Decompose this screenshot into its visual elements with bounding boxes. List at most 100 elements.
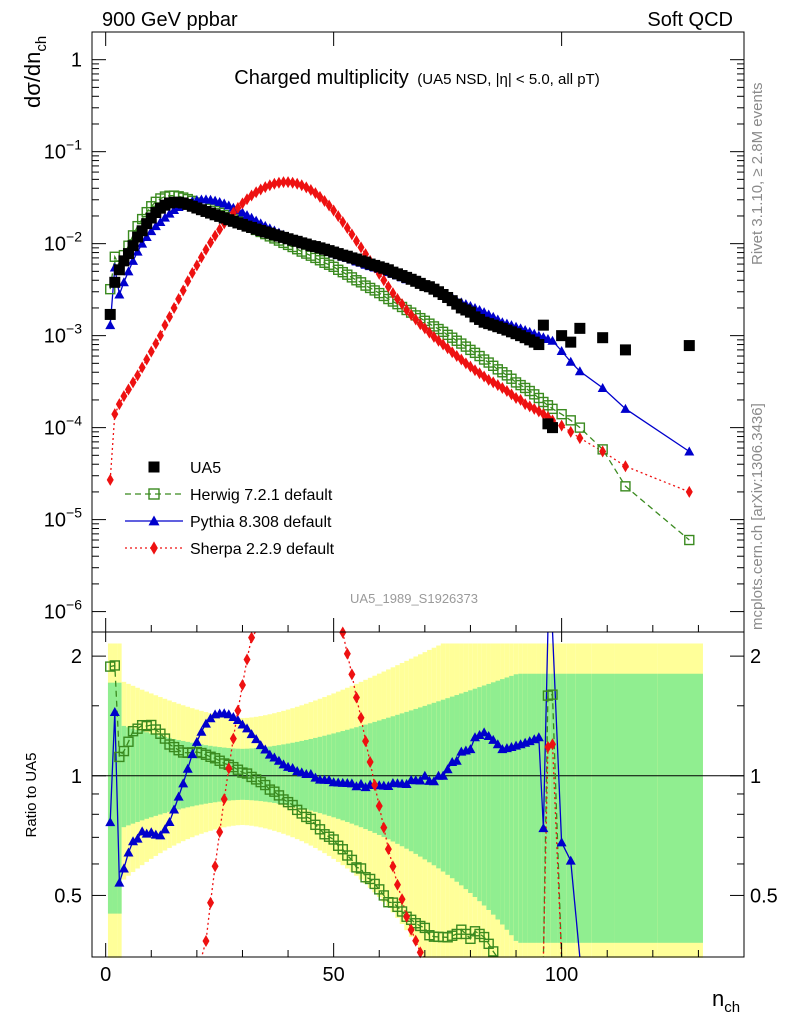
- pythia-point: [164, 208, 175, 218]
- sherpa-ratio-point: [238, 679, 246, 692]
- band-inner: [267, 746, 273, 803]
- band-inner: [575, 673, 592, 943]
- band-inner: [158, 735, 163, 815]
- pythia-point: [118, 277, 129, 287]
- tick-exponent: −2: [66, 229, 82, 245]
- y-tick-label: 10−2: [44, 229, 82, 256]
- sherpa-ratio-point: [211, 860, 219, 873]
- sherpa-ratio-point: [234, 704, 242, 717]
- sherpa-point: [348, 228, 356, 241]
- pythia-ratio-point: [155, 830, 166, 840]
- band-inner: [272, 745, 277, 803]
- data-point: [533, 339, 545, 351]
- analysis-id: UA5_1989_S1926373: [350, 591, 478, 606]
- pythia-ratio-point: [269, 752, 280, 762]
- band-inner: [522, 673, 528, 943]
- sherpa-point: [517, 393, 525, 406]
- pythia-point: [146, 226, 157, 236]
- herwig-ratio-point: [123, 736, 134, 747]
- sherpa-point: [352, 234, 360, 247]
- pythia-point: [169, 205, 180, 215]
- tick-exponent: −4: [66, 413, 82, 429]
- sherpa-ratio-point: [393, 878, 401, 891]
- band-inner: [513, 674, 519, 941]
- pythia-ratio-point: [360, 782, 371, 792]
- pythia-ratio-point: [191, 736, 202, 746]
- sherpa-point: [197, 251, 205, 264]
- sherpa-ratio-point: [225, 762, 233, 775]
- y-tick-label: 10−4: [44, 413, 82, 440]
- pythia-ratio-point: [474, 729, 485, 739]
- band-inner: [217, 747, 222, 802]
- band-inner: [162, 736, 168, 814]
- sherpa-ratio-point: [243, 653, 251, 666]
- sherpa-point: [393, 293, 401, 306]
- pythia-ratio-point: [483, 730, 494, 740]
- axis-label-subscript: ch: [33, 36, 50, 52]
- band-inner: [121, 725, 127, 828]
- band-inner: [185, 741, 191, 808]
- band-inner: [363, 724, 368, 830]
- sherpa-point: [211, 229, 219, 242]
- sherpa-point: [234, 201, 242, 214]
- herwig-point: [684, 534, 695, 546]
- pythia-ratio-point: [173, 791, 184, 801]
- band-inner: [536, 673, 542, 943]
- herwig-point: [556, 408, 567, 420]
- sherpa-point: [166, 310, 174, 323]
- band-inner: [285, 743, 291, 806]
- sherpa-point: [293, 177, 301, 190]
- axis-label-subscript: ch: [724, 999, 740, 1016]
- band-inner: [212, 746, 218, 803]
- y-tick-label: 10−1: [44, 137, 82, 164]
- data-point: [683, 340, 695, 352]
- sherpa-ratio-line: [200, 632, 563, 957]
- band-inner: [221, 747, 227, 802]
- tick-exponent: −1: [66, 137, 82, 153]
- band-inner: [509, 675, 514, 936]
- chart-title-main: Charged multiplicity: [234, 67, 409, 89]
- pythia-point: [137, 238, 148, 248]
- sherpa-point: [380, 274, 388, 287]
- sherpa-point: [124, 383, 132, 396]
- sherpa-point: [289, 176, 297, 189]
- sherpa-point: [207, 236, 215, 249]
- band-inner: [281, 744, 286, 805]
- pythia-point: [114, 289, 125, 299]
- pythia-ratio-point: [128, 836, 139, 846]
- pythia-ratio-point: [118, 863, 129, 873]
- band-inner: [481, 685, 487, 906]
- band-inner: [376, 720, 382, 835]
- pythia-ratio-point: [242, 723, 253, 733]
- x-tick-label: 0: [100, 964, 111, 986]
- pythia-point: [574, 366, 585, 376]
- sherpa-point: [270, 177, 278, 190]
- sherpa-ratio-point: [407, 923, 415, 936]
- sherpa-point: [170, 301, 178, 314]
- pythia-ratio-point: [251, 734, 262, 744]
- sherpa-point: [106, 473, 114, 486]
- pythia-ratio-point: [533, 732, 544, 742]
- herwig-point: [620, 481, 631, 492]
- data-point: [547, 422, 559, 434]
- sherpa-point: [407, 308, 415, 321]
- band-inner: [117, 682, 122, 914]
- sherpa-point: [184, 275, 192, 288]
- tick-base: 10: [44, 326, 66, 348]
- sherpa-ratio-point: [371, 778, 379, 791]
- pythia-ratio-point: [187, 749, 198, 759]
- band-inner: [190, 742, 195, 807]
- sherpa-point: [279, 176, 287, 189]
- sherpa-ratio-point: [384, 843, 392, 856]
- data-point: [118, 255, 130, 267]
- ratio-tick-label-right: 2: [750, 646, 761, 668]
- sherpa-point: [188, 266, 196, 279]
- sherpa-ratio-point: [216, 825, 224, 838]
- chart-subtitle: (UA5 NSD, |η| < 5.0, all pT): [417, 71, 599, 88]
- sherpa-ratio-point: [339, 626, 347, 639]
- y-axis-label: dσ/dnch: [20, 36, 50, 108]
- header-left: 900 GeV ppbar: [102, 9, 238, 31]
- x-tick-label: 50: [323, 964, 345, 986]
- sherpa-point: [275, 176, 283, 189]
- band-inner: [477, 687, 482, 902]
